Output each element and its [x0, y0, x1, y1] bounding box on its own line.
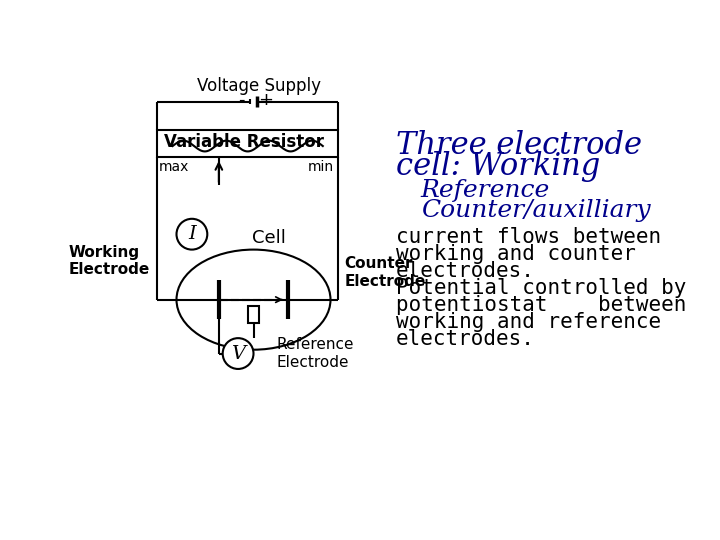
- Text: Working
Electrode: Working Electrode: [68, 245, 150, 278]
- Text: -: -: [238, 91, 244, 109]
- Circle shape: [222, 338, 253, 369]
- Text: Counter
Electrode: Counter Electrode: [344, 256, 426, 289]
- Text: Reference
Electrode: Reference Electrode: [276, 338, 354, 370]
- Text: potentiostat    between: potentiostat between: [396, 295, 686, 315]
- Bar: [248, 306, 259, 323]
- Text: Potential controlled by: Potential controlled by: [396, 278, 686, 298]
- Text: working and reference: working and reference: [396, 312, 661, 332]
- Circle shape: [176, 219, 207, 249]
- Text: current flows between: current flows between: [396, 227, 661, 247]
- Text: +: +: [258, 91, 274, 109]
- Text: V: V: [231, 345, 246, 362]
- Text: electrodes.: electrodes.: [396, 329, 535, 349]
- Text: Voltage Supply: Voltage Supply: [197, 77, 321, 95]
- Text: electrodes.: electrodes.: [396, 261, 535, 281]
- Text: Variable Resistor: Variable Resistor: [164, 132, 324, 151]
- Text: Counter/auxilliary: Counter/auxilliary: [420, 199, 650, 222]
- Text: I: I: [188, 225, 196, 243]
- Bar: [157, 130, 338, 157]
- Text: working and counter: working and counter: [396, 244, 636, 264]
- Text: min: min: [308, 159, 334, 173]
- Text: Cell: Cell: [252, 230, 286, 247]
- Text: max: max: [159, 159, 189, 173]
- Text: Three electrode: Three electrode: [396, 130, 642, 161]
- Text: Reference: Reference: [420, 179, 550, 202]
- Text: cell: Working: cell: Working: [396, 151, 600, 182]
